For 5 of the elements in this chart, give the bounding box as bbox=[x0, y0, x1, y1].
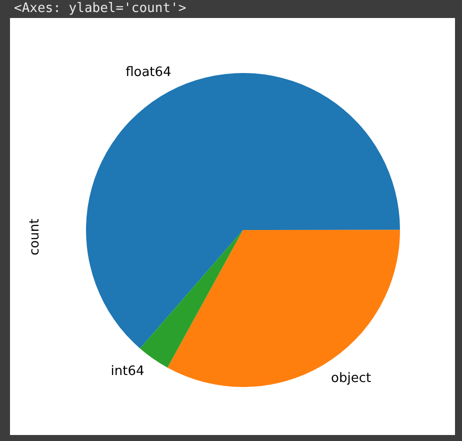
slice-label: int64 bbox=[110, 364, 144, 380]
text: <Axes: ylabel='count'> bbox=[14, 1, 186, 16]
text: count bbox=[28, 218, 42, 256]
slice-label: object bbox=[331, 370, 372, 386]
slice-label: float64 bbox=[126, 65, 172, 80]
